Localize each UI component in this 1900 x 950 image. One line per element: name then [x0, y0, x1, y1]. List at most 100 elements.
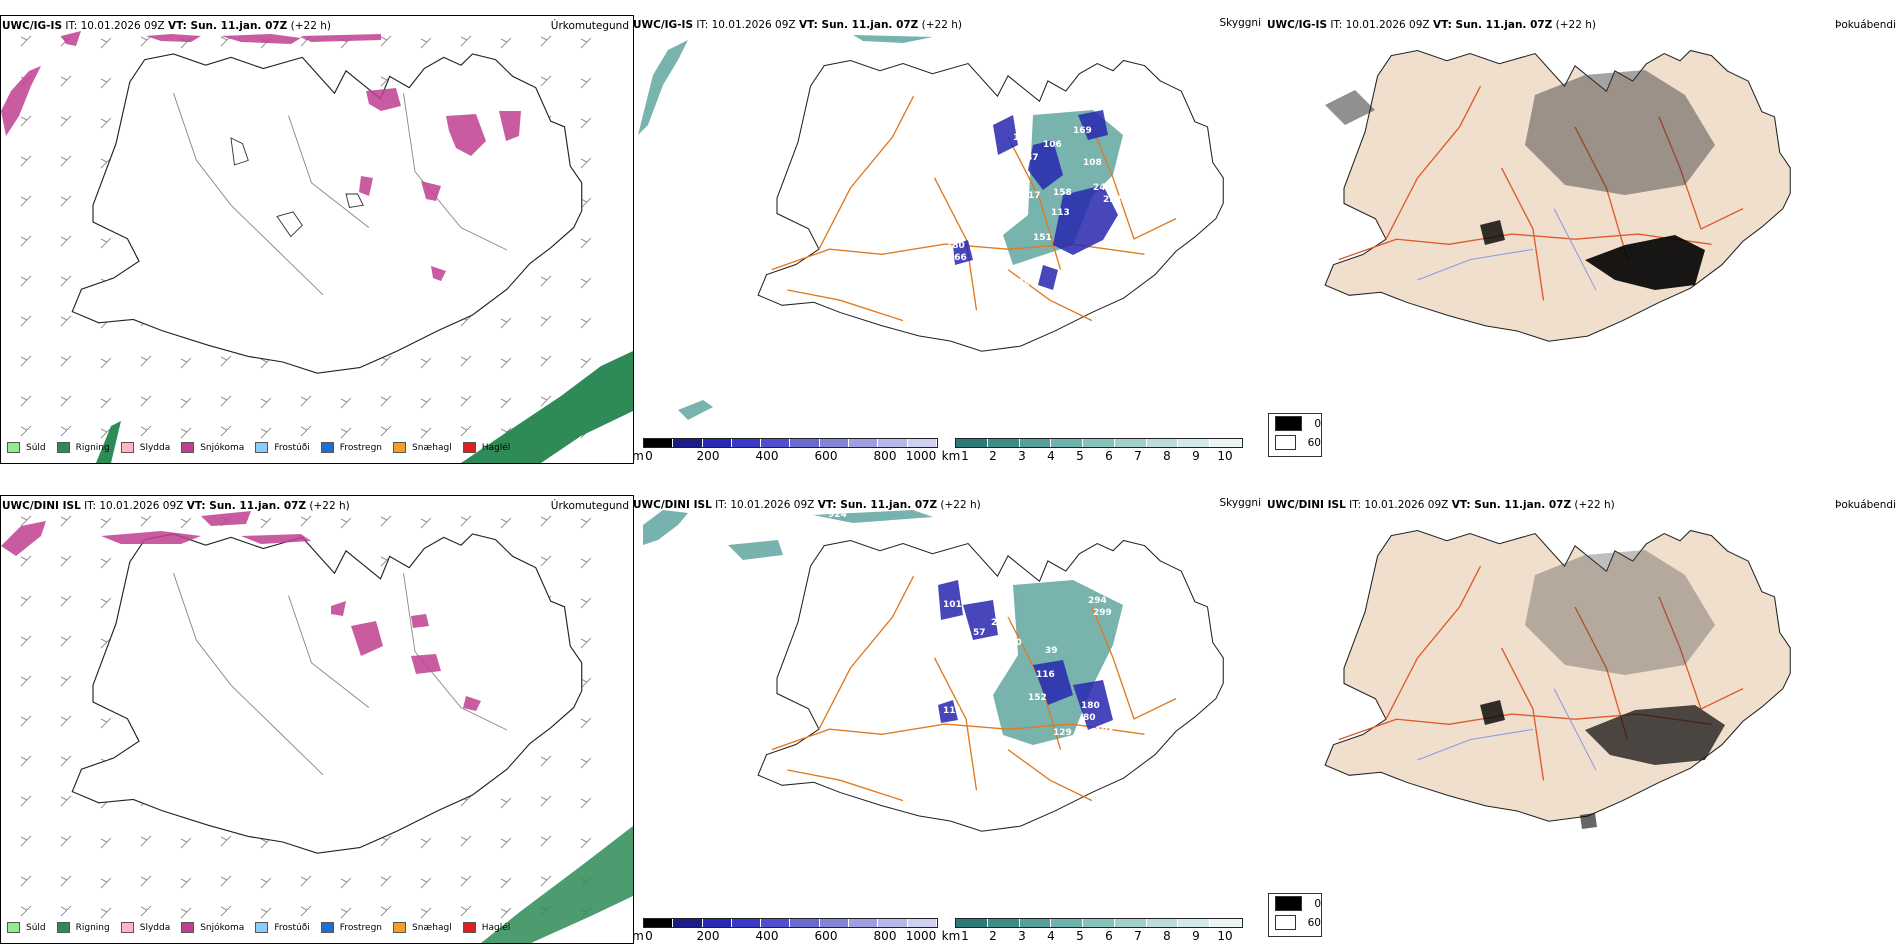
colorbar-tick: 2 [989, 449, 997, 462]
precip-type-map [1, 31, 633, 463]
legend-item: Haglél [462, 922, 510, 933]
value-label: 294 [1088, 596, 1107, 606]
colorbar-tick: 3 [1018, 449, 1026, 462]
legend-swatch [181, 442, 195, 453]
value-label: 301 [1018, 278, 1037, 288]
colorbar-tick: 7 [1134, 929, 1142, 942]
fog-indicator-map-panel: UWC/DINI ISL IT: 10.01.2026 09Z VT: Sun.… [1265, 495, 1900, 942]
legend-item: Slydda [120, 442, 170, 453]
value-label: 87 [1026, 153, 1039, 163]
cloud-base-labels: 924 94 82 294 206 299 170 39 116 57 180 … [663, 500, 1114, 763]
legend-swatch [320, 922, 334, 933]
value-label: 166 [948, 253, 967, 263]
value-label: 86 [1061, 335, 1074, 345]
legend-swatch [393, 442, 407, 453]
legend-item: Snæhagl [393, 442, 452, 453]
iceland-outline [71, 533, 583, 854]
panel-header: UWC/DINI ISL IT: 10.01.2026 09Z VT: Sun.… [1267, 499, 1615, 511]
colorbar-tick: 4 [1047, 929, 1055, 942]
value-label: 100 [1063, 293, 1082, 303]
colorbar-tick: 1 [961, 929, 969, 942]
legend-swatch [1275, 915, 1296, 930]
variable-title: Úrkomutegund [550, 20, 629, 32]
value-label: 81 [1133, 263, 1146, 273]
panel-header: UWC/IG-IS IT: 10.01.2026 09Z VT: Sun. 11… [1267, 19, 1596, 31]
legend-swatch [255, 442, 269, 453]
fog-legend: 0 60 [1268, 413, 1322, 457]
cloud-base-labels: 169 164 175 87 106 158 108 246 186 222 1… [946, 126, 1146, 345]
value-label: 89 [1111, 240, 1124, 250]
legend-swatch [56, 442, 70, 453]
colorbar-tick: 800 [873, 449, 897, 462]
legend-item: Snjókoma [181, 442, 244, 453]
legend-item: Rigning [56, 442, 110, 453]
colorbar-tick: 200 [696, 449, 720, 462]
legend-swatch [462, 442, 476, 453]
colorbar-tick: 7 [1134, 449, 1142, 462]
colorbar-tick: 200 [696, 929, 720, 942]
precip-type-map-panel: UWC/IG-IS IT: 10.01.2026 09Z VT: Sun. 11… [0, 15, 634, 464]
colorbar-tick: 8 [1163, 929, 1171, 942]
value-label: 82 [963, 588, 976, 598]
legend-item: Snæhagl [393, 922, 452, 933]
cloud-base-fields [938, 580, 1113, 730]
colorbar-tick: 5 [1076, 929, 1084, 942]
colorbar-tick: 1000 [905, 449, 937, 462]
colorbar-tick: 9 [1192, 929, 1200, 942]
colorbar-tick: 9 [1192, 449, 1200, 462]
legend-swatch [1275, 416, 1303, 431]
colorbar-tick: 10 [1217, 929, 1233, 942]
legend-item: Súld [7, 922, 46, 933]
cloud-visibility-map-panel: 924 94 82 294 206 299 170 39 116 57 180 … [633, 495, 1265, 942]
colorbar-tick: 6 [1105, 929, 1113, 942]
legend-item: Haglél [462, 442, 510, 453]
colorbar-tick: 3 [1018, 929, 1026, 942]
value-label: 113 [1051, 208, 1070, 218]
cloud-base-fields [953, 110, 1118, 290]
colorbar-cells [955, 438, 1243, 448]
fog-legend-item: 0 [1269, 414, 1321, 433]
variable-title: Þokuábendi [1835, 19, 1896, 31]
colorbar-tick: 10 [1217, 449, 1233, 462]
colorbar-cells [643, 918, 938, 928]
colorbar-tick: 0 [645, 449, 653, 462]
iceland-outline [71, 53, 583, 374]
rain-areas [481, 826, 633, 943]
legend-swatch [7, 922, 20, 933]
value-label: 186 [1121, 183, 1140, 193]
colorbar-unit: km [941, 929, 961, 942]
fog-legend: 0 60 [1268, 893, 1322, 937]
value-label: 111 [943, 706, 962, 716]
value-label: 103 [1095, 726, 1114, 736]
cloud-visibility-map-panel: 169 164 175 87 106 158 108 246 186 222 1… [633, 15, 1265, 462]
legend-item: Frostúði [255, 922, 310, 933]
value-label: 21 [1061, 753, 1074, 763]
legend-swatch [7, 442, 20, 453]
colorbar-tick: 1000 [905, 929, 937, 942]
legend-swatch [1275, 435, 1296, 450]
colorbar-unit: m [633, 449, 644, 462]
colorbar-tick: 2 [989, 929, 997, 942]
colorbar-tick: 1 [961, 449, 969, 462]
colorbar-ticks: m 0 200 400 600 800 1000 [633, 448, 938, 462]
legend-item: Rigning [56, 922, 110, 933]
value-label: 170 [1003, 638, 1022, 648]
fog-indicator-map-panel: UWC/IG-IS IT: 10.01.2026 09Z VT: Sun. 11… [1265, 15, 1900, 462]
value-label: 116 [1036, 670, 1055, 680]
legend-item: Súld [7, 442, 46, 453]
colorbar-cells [643, 438, 938, 448]
colorbar-ticks: km 1 2 3 4 5 6 7 8 9 10 [941, 928, 1243, 942]
iceland-outline [757, 539, 1224, 832]
precip-type-map-panel: UWC/DINI ISL IT: 10.01.2026 09Z VT: Sun.… [0, 495, 634, 944]
legend-swatch [255, 922, 269, 933]
colorbar-ticks: km 1 2 3 4 5 6 7 8 9 10 [942, 448, 1243, 462]
legend-swatch [320, 442, 334, 453]
panel-header: UWC/DINI ISL IT: 10.01.2026 09Z VT: Sun.… [633, 499, 981, 511]
value-label: 151 [1033, 233, 1052, 243]
fog-legend-item: 60 [1269, 913, 1321, 932]
value-label: 164 [1013, 133, 1032, 143]
fog-legend-item: 60 [1269, 433, 1321, 452]
variable-title: Þokuábendi [1835, 499, 1896, 511]
colorbar-tick: 0 [645, 929, 653, 942]
legend-item: Frostregn [320, 442, 382, 453]
